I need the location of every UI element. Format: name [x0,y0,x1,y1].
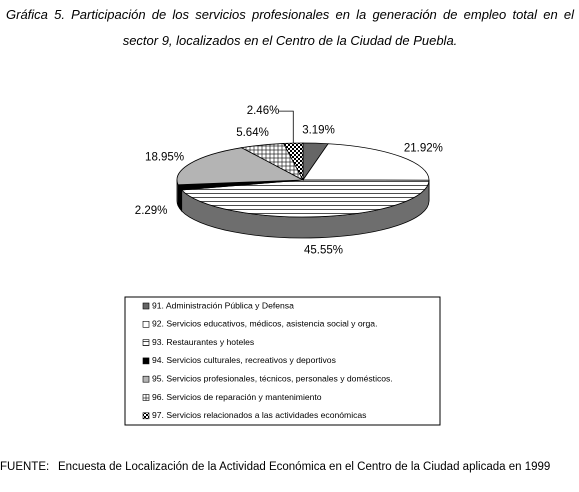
pie-slice [302,143,430,181]
chart-title: Gráfica 5. Participación de los servicio… [6,7,574,48]
data-label: 2.29% [135,205,168,217]
data-label: 5.64% [236,127,269,139]
legend-swatch [142,320,150,328]
leader-line [279,110,294,144]
legend-swatch [142,412,150,420]
legend-swatch [142,302,150,310]
legend-label: 93. Restaurantes y hoteles [152,337,254,347]
legend-label: 96. Servicios de reparación y mantenimie… [152,392,322,402]
pie-slice [176,147,305,186]
data-label: 18.95% [145,152,184,164]
legend-label: 91. Administración Pública y Defensa [152,300,294,310]
source-text: Encuesta de Localización de la Actividad… [58,461,551,473]
legend-label: 94. Servicios culturales, recreativos y … [152,355,336,365]
data-label: 3.19% [302,124,335,136]
chart: 3.19% 21.92% 45.55% 2.29% 18.95% 5.64% 2.46% 91… [124,105,443,426]
legend-swatch [142,357,150,365]
source-label: FUENTE: [0,461,50,473]
legend-swatch [142,394,150,401]
data-label: 45.55% [304,245,343,257]
legend-label: 97. Servicios relacionados a las activid… [152,410,366,420]
legend-box [124,296,441,426]
legend-label: 92. Servicios educativos, médicos, asist… [152,319,377,329]
legend-swatch [142,375,150,383]
legend-swatch [142,339,150,346]
legend-label: 95. Servicios profesionales, técnicos, p… [152,373,393,383]
pie-slice [180,179,430,218]
data-label: 21.92% [404,143,443,155]
data-label: 2.46% [247,105,280,117]
